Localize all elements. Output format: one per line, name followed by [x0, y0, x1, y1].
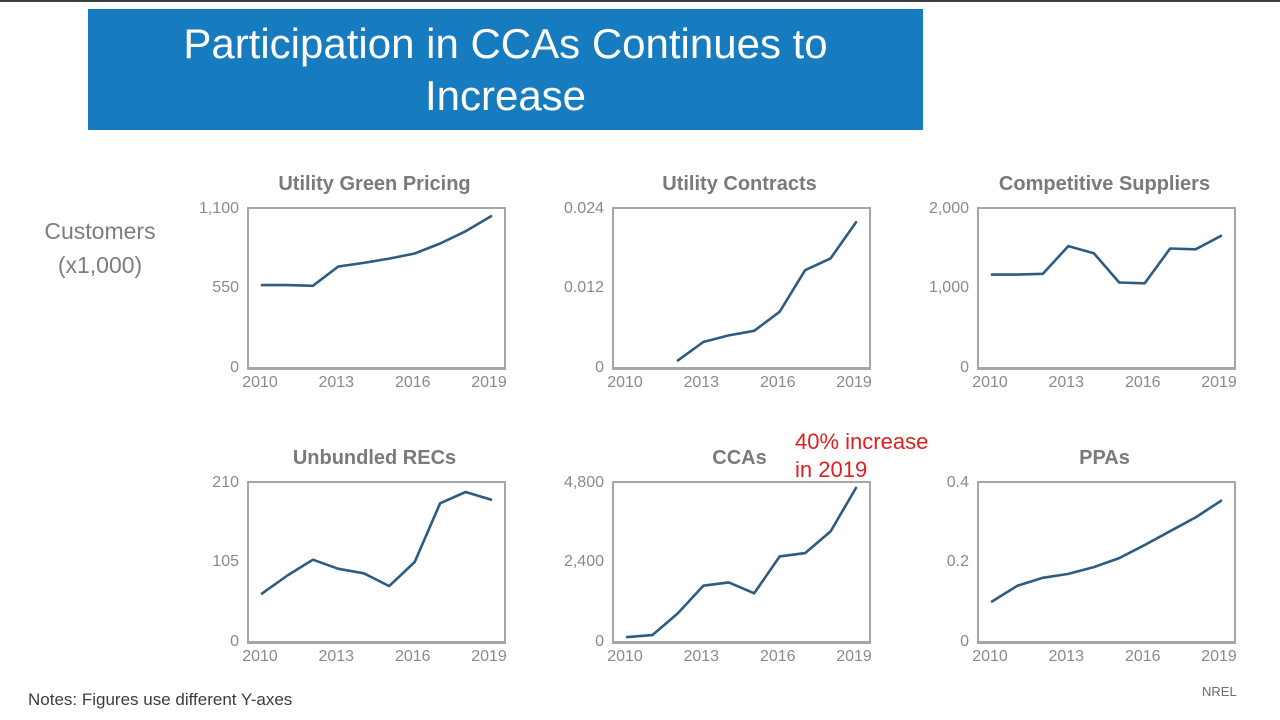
x-tick-label: 2013: [683, 374, 720, 391]
title-banner: Participation in CCAs Continues to Incre…: [88, 9, 923, 130]
x-tick-label: 2010: [242, 374, 278, 391]
chart-competitive-suppliers: Competitive Suppliers 2,000 1,000 0 2010…: [902, 169, 1237, 400]
x-axis-tick-labels: 2010 2013 2016 2019: [242, 648, 507, 674]
x-tick-label: 2013: [318, 374, 355, 391]
x-tick-label: 2016: [394, 648, 431, 665]
y-tick-label: 0.2: [946, 552, 969, 570]
line-series: [260, 490, 493, 595]
y-tick-label: 2,000: [928, 200, 969, 217]
x-tick-label: 2019: [836, 648, 872, 665]
x-tick-label: 2016: [1124, 374, 1161, 391]
plot-area: [612, 207, 871, 370]
y-tick-label: 0.024: [563, 200, 604, 217]
x-axis-tick-labels: 2010 2013 2016 2019: [972, 374, 1237, 400]
x-tick-label: 2010: [242, 648, 278, 665]
line-series: [990, 499, 1223, 603]
y-tick-label: 0: [230, 633, 239, 650]
x-axis-tick-labels: 2010 2013 2016 2019: [972, 648, 1237, 674]
plot-area: [247, 481, 506, 644]
line-series: [625, 486, 858, 639]
y-axis-tick-labels: 0.4 0.2 0: [902, 474, 977, 650]
slide-title-line1: Participation in CCAs Continues to: [183, 19, 828, 67]
annotation-line1: 40% increase: [795, 429, 929, 454]
x-axis-tick-labels: 2010 2013 2016 2019: [607, 648, 872, 674]
cca-increase-annotation: 40% increase in 2019: [795, 428, 928, 484]
y-axis-tick-labels: 2,000 1,000 0: [902, 200, 977, 376]
footnote: Notes: Figures use different Y-axes: [28, 690, 293, 709]
y-tick-label: 210: [212, 474, 239, 491]
plot-area: [977, 207, 1236, 370]
y-axis-tick-labels: 1,100 550 0: [172, 200, 247, 376]
x-tick-label: 2016: [394, 374, 431, 391]
y-axis-tick-labels: 4,800 2,400 0: [537, 474, 612, 650]
line-series: [260, 214, 493, 288]
x-axis-tick-labels: 2010 2013 2016 2019: [607, 374, 872, 400]
slide-title-line2: Increase: [424, 71, 587, 119]
y-tick-label: 0: [960, 633, 969, 650]
x-tick-label: 2013: [1048, 648, 1085, 665]
y-axis-tick-labels: 0.024 0.012 0: [537, 200, 612, 376]
x-tick-label: 2019: [836, 374, 872, 391]
y-tick-label: 0: [595, 633, 604, 650]
chart-ppas: PPAs 0.4 0.2 0 2010 2013 2016 2019: [902, 443, 1237, 674]
x-tick-label: 2019: [1201, 374, 1237, 391]
chart-title: Utility Green Pricing: [278, 173, 471, 195]
x-tick-label: 2013: [318, 648, 355, 665]
y-tick-label: 550: [212, 278, 239, 296]
chart-title: Utility Contracts: [662, 173, 817, 195]
y-tick-label: 0: [960, 359, 969, 376]
chart-title: PPAs: [1079, 447, 1130, 469]
x-tick-label: 2016: [1124, 648, 1161, 665]
x-axis-tick-labels: 2010 2013 2016 2019: [242, 374, 507, 400]
x-tick-label: 2016: [759, 374, 796, 391]
x-tick-label: 2013: [683, 648, 720, 665]
shared-y-axis-label: Customers (x1,000): [28, 214, 172, 282]
y-axis-label-line2: (x1,000): [57, 252, 143, 278]
x-tick-label: 2019: [471, 648, 507, 665]
x-tick-label: 2019: [471, 374, 507, 391]
slide-top-border: [0, 0, 1280, 2]
chart-title: Competitive Suppliers: [998, 173, 1211, 195]
chart-title: Unbundled RECs: [292, 447, 457, 469]
x-tick-label: 2010: [607, 648, 643, 665]
x-tick-label: 2010: [972, 648, 1008, 665]
y-tick-label: 1,000: [928, 278, 969, 296]
annotation-line2: in 2019: [795, 457, 868, 482]
chart-utility-contracts: Utility Contracts 0.024 0.012 0 2010 201…: [537, 169, 872, 400]
x-tick-label: 2010: [972, 374, 1008, 391]
x-tick-label: 2019: [1201, 648, 1237, 665]
nrel-credit: NREL: [1202, 684, 1237, 699]
line-series: [990, 234, 1223, 285]
y-tick-label: 0.012: [563, 278, 604, 296]
y-tick-label: 0: [230, 359, 239, 376]
y-axis-tick-labels: 210 105 0: [172, 474, 247, 650]
plot-area: [247, 207, 506, 370]
y-tick-label: 1,100: [198, 200, 239, 217]
y-tick-label: 105: [212, 552, 239, 570]
plot-area: [612, 481, 871, 644]
x-tick-label: 2010: [607, 374, 643, 391]
chart-title: CCAs: [712, 447, 767, 469]
chart-unbundled-recs: Unbundled RECs 210 105 0 2010 2013 2016 …: [172, 443, 507, 674]
y-tick-label: 0: [595, 359, 604, 376]
y-axis-label-line1: Customers: [44, 218, 156, 244]
chart-utility-green-pricing: Utility Green Pricing 1,100 550 0 2010 2…: [172, 169, 507, 400]
chart-ccas: CCAs 4,800 2,400 0 2010 2013 2016 2019: [537, 443, 872, 674]
x-tick-label: 2016: [759, 648, 796, 665]
plot-area: [977, 481, 1236, 644]
x-tick-label: 2013: [1048, 374, 1085, 391]
y-tick-label: 2,400: [563, 552, 604, 570]
line-series: [676, 220, 858, 362]
y-tick-label: 0.4: [946, 474, 969, 491]
y-tick-label: 4,800: [563, 474, 604, 491]
